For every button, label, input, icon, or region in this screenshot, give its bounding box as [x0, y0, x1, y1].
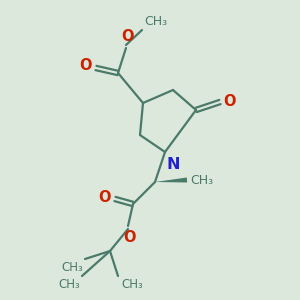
- Text: O: O: [80, 58, 92, 74]
- Text: O: O: [98, 190, 111, 205]
- Text: CH₃: CH₃: [61, 261, 83, 274]
- Text: O: O: [121, 29, 133, 44]
- Text: CH₃: CH₃: [144, 15, 167, 28]
- Text: CH₃: CH₃: [121, 278, 143, 291]
- Text: O: O: [123, 230, 135, 245]
- Text: CH₃: CH₃: [190, 173, 213, 187]
- Text: CH₃: CH₃: [58, 278, 80, 291]
- Polygon shape: [155, 178, 187, 182]
- Text: O: O: [223, 94, 236, 109]
- Text: N: N: [167, 157, 181, 172]
